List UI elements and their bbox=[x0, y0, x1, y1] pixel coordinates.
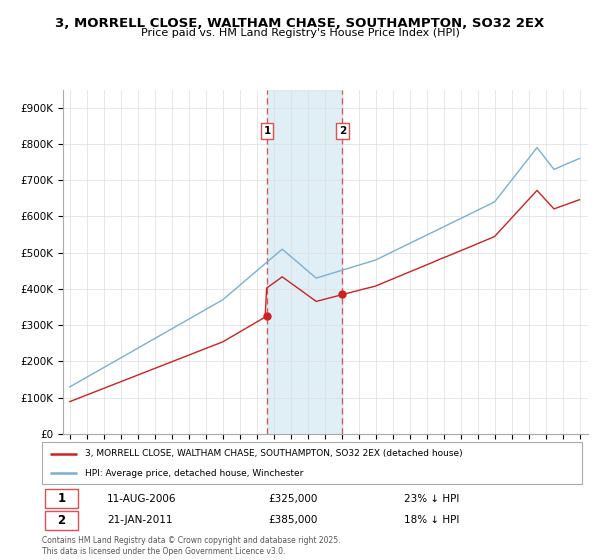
Text: £385,000: £385,000 bbox=[269, 515, 318, 525]
Text: Contains HM Land Registry data © Crown copyright and database right 2025.
This d: Contains HM Land Registry data © Crown c… bbox=[42, 536, 341, 556]
Text: 23% ↓ HPI: 23% ↓ HPI bbox=[404, 494, 459, 504]
Text: 3, MORRELL CLOSE, WALTHAM CHASE, SOUTHAMPTON, SO32 2EX (detached house): 3, MORRELL CLOSE, WALTHAM CHASE, SOUTHAM… bbox=[85, 449, 463, 458]
Text: 21-JAN-2011: 21-JAN-2011 bbox=[107, 515, 172, 525]
FancyBboxPatch shape bbox=[45, 511, 78, 530]
Text: 1: 1 bbox=[263, 126, 271, 136]
Text: HPI: Average price, detached house, Winchester: HPI: Average price, detached house, Winc… bbox=[85, 469, 304, 478]
Bar bbox=[267, 90, 343, 434]
FancyBboxPatch shape bbox=[42, 442, 582, 484]
Text: £325,000: £325,000 bbox=[269, 494, 318, 504]
Text: 3, MORRELL CLOSE, WALTHAM CHASE, SOUTHAMPTON, SO32 2EX: 3, MORRELL CLOSE, WALTHAM CHASE, SOUTHAM… bbox=[55, 17, 545, 30]
FancyBboxPatch shape bbox=[45, 489, 78, 508]
Text: 18% ↓ HPI: 18% ↓ HPI bbox=[404, 515, 459, 525]
Text: 2: 2 bbox=[58, 514, 65, 527]
Text: 1: 1 bbox=[58, 492, 65, 505]
Text: 11-AUG-2006: 11-AUG-2006 bbox=[107, 494, 176, 504]
Text: 2: 2 bbox=[339, 126, 346, 136]
Text: Price paid vs. HM Land Registry's House Price Index (HPI): Price paid vs. HM Land Registry's House … bbox=[140, 28, 460, 38]
